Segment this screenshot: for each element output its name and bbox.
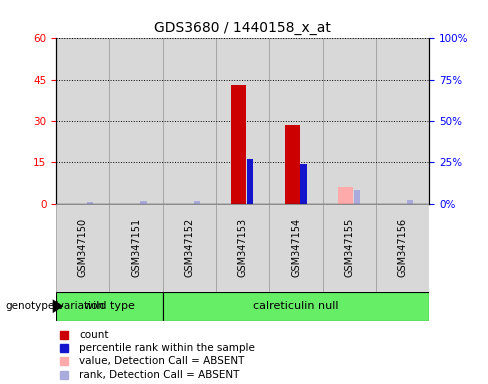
FancyBboxPatch shape	[109, 204, 163, 292]
Bar	[407, 200, 413, 204]
Bar	[285, 125, 300, 204]
Bar	[354, 190, 360, 204]
Bar	[269, 38, 323, 204]
Text: GSM347156: GSM347156	[398, 218, 408, 277]
FancyBboxPatch shape	[216, 204, 269, 292]
Text: percentile rank within the sample: percentile rank within the sample	[79, 343, 255, 353]
Text: value, Detection Call = ABSENT: value, Detection Call = ABSENT	[79, 356, 244, 366]
Text: genotype/variation: genotype/variation	[5, 301, 104, 311]
FancyBboxPatch shape	[323, 204, 376, 292]
Text: wild type: wild type	[84, 301, 135, 311]
Text: GSM347151: GSM347151	[131, 218, 141, 277]
FancyBboxPatch shape	[269, 204, 323, 292]
Bar	[376, 38, 429, 204]
Text: GSM347152: GSM347152	[184, 218, 194, 277]
Bar	[163, 38, 216, 204]
Bar	[141, 201, 147, 204]
Bar	[247, 159, 253, 204]
Bar	[87, 202, 94, 204]
FancyBboxPatch shape	[163, 204, 216, 292]
Bar	[323, 38, 376, 204]
Text: rank, Detection Call = ABSENT: rank, Detection Call = ABSENT	[79, 369, 239, 380]
Bar	[338, 187, 353, 204]
Text: GSM347153: GSM347153	[238, 218, 248, 277]
Title: GDS3680 / 1440158_x_at: GDS3680 / 1440158_x_at	[154, 21, 331, 35]
Text: GSM347154: GSM347154	[291, 218, 301, 277]
Bar	[231, 85, 246, 204]
FancyBboxPatch shape	[56, 292, 163, 321]
Bar	[194, 201, 200, 204]
Bar	[56, 38, 109, 204]
Text: GSM347155: GSM347155	[345, 218, 354, 277]
Polygon shape	[53, 300, 63, 313]
FancyBboxPatch shape	[56, 204, 109, 292]
Text: count: count	[79, 329, 108, 339]
Bar	[301, 164, 307, 204]
FancyBboxPatch shape	[163, 292, 429, 321]
Bar	[216, 38, 269, 204]
Text: calreticulin null: calreticulin null	[253, 301, 339, 311]
Bar	[109, 38, 163, 204]
Text: GSM347150: GSM347150	[78, 218, 88, 277]
FancyBboxPatch shape	[376, 204, 429, 292]
